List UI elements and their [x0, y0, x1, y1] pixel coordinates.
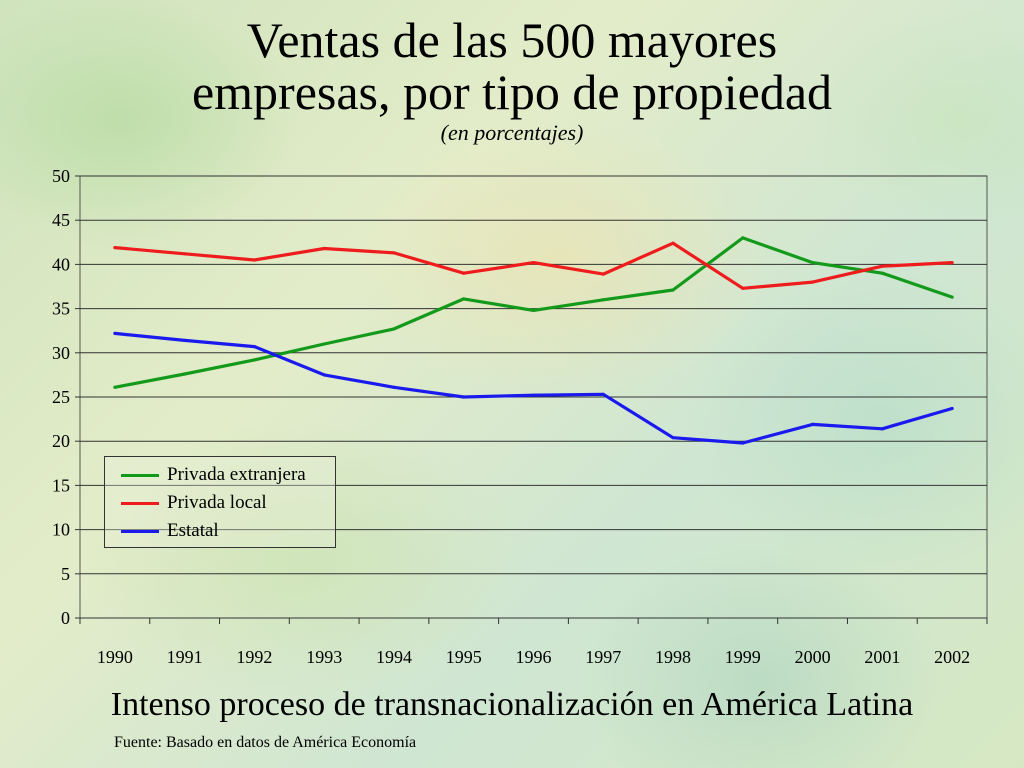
x-tick-label: 1991 [167, 647, 203, 667]
y-tick-label: 45 [52, 210, 70, 230]
y-tick-label: 10 [52, 520, 70, 540]
legend-label: Privada local [167, 492, 267, 513]
legend-swatch [121, 529, 159, 533]
x-tick-label: 1994 [376, 647, 412, 667]
grid-layer [79, 175, 988, 619]
data-point-privada-local [113, 246, 117, 250]
chart-title: Ventas de las 500 mayores empresas, por … [0, 14, 1024, 118]
title-line-2: empresas, por tipo de propiedad [191, 64, 833, 120]
legend-item-privada-extranjera: Privada extranjera [105, 461, 335, 489]
data-point-privada-local [810, 280, 815, 284]
data-point-estatal [601, 392, 605, 396]
data-point-estatal [183, 338, 187, 343]
data-point-estatal [113, 331, 117, 335]
x-tick-label: 2001 [864, 647, 900, 667]
title-line-1: Ventas de las 500 mayores [246, 12, 778, 68]
data-point-privada-local [531, 261, 536, 265]
data-point-privada-extranjera [252, 358, 257, 362]
data-point-privada-local [601, 272, 605, 276]
legend-swatch [121, 501, 159, 505]
y-tick-label: 20 [52, 431, 70, 451]
x-tick-label: 1993 [306, 647, 342, 667]
y-tick-label: 40 [52, 254, 70, 274]
y-tick-label: 0 [61, 608, 70, 628]
data-point-privada-extranjera [671, 288, 675, 292]
y-tick-label: 35 [52, 299, 70, 319]
legend: Privada extranjera Privada local Estatal [104, 456, 336, 548]
data-point-privada-extranjera [741, 236, 745, 240]
data-point-privada-local [183, 252, 187, 256]
x-tick-label: 1996 [516, 647, 552, 667]
x-tick-label: 1992 [236, 647, 272, 667]
series-line-estatal [114, 331, 953, 445]
data-point-privada-local [462, 271, 466, 275]
y-tick-label: 50 [52, 166, 70, 186]
footer-caption: Intenso proceso de transnacionalización … [110, 686, 914, 723]
y-tick-label: 25 [52, 387, 70, 407]
source-note: Fuente: Basado en datos de América Econo… [114, 734, 417, 751]
data-point-privada-extranjera [531, 308, 536, 312]
data-point-privada-local [392, 251, 396, 255]
x-tick-label: 1997 [585, 647, 621, 667]
y-tick-label: 15 [52, 475, 70, 495]
data-point-privada-local [322, 246, 326, 251]
data-point-privada-local [741, 286, 745, 290]
legend-item-privada-local: Privada local [105, 489, 335, 517]
chart-subtitle: (en porcentajes) [440, 120, 584, 145]
x-tick-label: 1990 [97, 647, 133, 667]
data-point-privada-local [880, 264, 884, 268]
data-point-estatal [671, 436, 675, 440]
data-point-privada-local [950, 261, 954, 265]
legend-label: Estatal [167, 520, 219, 541]
x-tick-label: 2000 [795, 647, 831, 667]
y-tick-label: 30 [52, 343, 70, 363]
data-point-privada-extranjera [880, 271, 884, 275]
data-point-privada-extranjera [392, 327, 396, 331]
data-point-estatal [950, 406, 954, 411]
axis-layer: 0 5 10 15 20 25 30 35 40 45 50 1990 1991 1992 1993 1994… [52, 166, 988, 667]
x-tick-label: 2002 [934, 647, 970, 667]
data-point-estatal [322, 373, 326, 377]
data-point-privada-extranjera [810, 261, 815, 265]
data-point-estatal [392, 385, 396, 389]
data-point-privada-local [252, 258, 257, 262]
x-tick-label: 1999 [725, 647, 761, 667]
legend-swatch [121, 473, 159, 477]
data-point-estatal [810, 422, 815, 427]
data-point-privada-extranjera [183, 372, 187, 376]
data-point-privada-local [671, 241, 675, 245]
x-tick-label: 1995 [446, 647, 482, 667]
legend-item-estatal: Estatal [105, 517, 335, 545]
data-point-estatal [462, 395, 466, 399]
data-point-privada-extranjera [601, 298, 605, 302]
data-point-privada-extranjera [950, 295, 954, 299]
data-point-estatal [531, 393, 536, 397]
data-point-estatal [880, 427, 884, 431]
x-tick-label: 1998 [655, 647, 691, 667]
data-point-privada-extranjera [322, 342, 326, 346]
series-layer [113, 236, 954, 445]
data-point-estatal [252, 345, 257, 349]
data-point-estatal [741, 441, 745, 445]
y-tick-label: 5 [61, 564, 70, 584]
data-point-privada-extranjera [113, 385, 117, 389]
legend-label: Privada extranjera [167, 464, 306, 485]
data-point-privada-extranjera [462, 297, 466, 301]
